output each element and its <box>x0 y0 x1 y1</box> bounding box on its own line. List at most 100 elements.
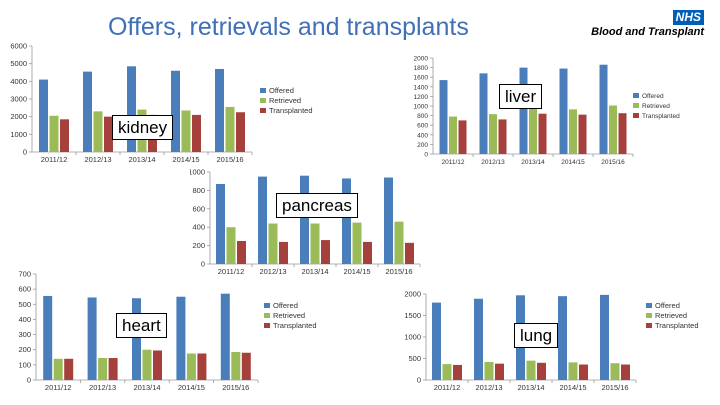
kidney-category-label: 2011/12 <box>41 155 68 164</box>
kidney-bar-offered-2013-14 <box>127 66 136 152</box>
pancreas-y-tick-label: 800 <box>192 186 205 195</box>
liver-y-tick-label: 0 <box>424 152 428 159</box>
lung-legend-swatch-retrieved <box>646 313 652 318</box>
kidney-category-label: 2015/16 <box>216 155 243 164</box>
pancreas-bar-offered-2013-14 <box>300 175 309 264</box>
pancreas-bar-offered-2015-16 <box>384 177 393 264</box>
pancreas-bar-offered-2011-12 <box>216 183 225 264</box>
heart-legend-label-transplanted: Transplanted <box>273 321 317 330</box>
pancreas-bar-transplanted-2013-14 <box>321 240 330 264</box>
kidney-chart: 0 1000 2000 3000 4000 5000 6000 2011/12 2012/13 2… <box>10 42 313 165</box>
liver-bar-transplanted-2014-15 <box>578 114 587 154</box>
kidney-y-tick-label: 2000 <box>10 112 27 121</box>
kidney-y-tick-label: 3000 <box>10 95 27 104</box>
heart-legend-swatch-offered <box>264 303 270 308</box>
heart-callout: heart <box>116 313 167 338</box>
heart-category-label: 2012/13 <box>89 383 116 392</box>
lung-bar-retrieved-2014-15 <box>568 362 578 380</box>
heart-bar-transplanted-2015-16 <box>241 352 251 380</box>
heart-bar-retrieved-2015-16 <box>231 351 241 380</box>
lung-legend-label-offered: Offered <box>655 301 680 310</box>
pancreas-chart: 0 200 400 600 800 1000 2011/12 2012/13 2013/14 20… <box>190 168 421 274</box>
pancreas-bar-transplanted-2015-16 <box>405 242 414 264</box>
liver-legend-swatch-offered <box>633 93 639 98</box>
liver-bar-retrieved-2013-14 <box>529 108 537 154</box>
liver-y-tick-label: 1000 <box>414 104 429 111</box>
lung-legend-swatch-transplanted <box>646 323 652 328</box>
heart-category-label: 2013/14 <box>133 383 160 392</box>
liver-bar-retrieved-2014-15 <box>569 109 577 154</box>
heart-legend-label-retrieved: Retrieved <box>273 311 305 320</box>
heart-bar-transplanted-2014-15 <box>197 353 207 380</box>
kidney-legend-swatch-offered <box>260 88 266 93</box>
heart-bar-transplanted-2012-13 <box>108 358 118 380</box>
liver-category-label: 2012/13 <box>481 159 505 166</box>
kidney-bar-retrieved-2014-15 <box>181 110 191 152</box>
liver-callout: liver <box>499 84 543 109</box>
liver-bar-offered-2012-13 <box>479 73 488 154</box>
kidney-legend-label-transplanted: Transplanted <box>269 106 313 115</box>
heart-bar-retrieved-2011-12 <box>53 358 63 380</box>
kidney-bar-transplanted-2012-13 <box>104 116 113 152</box>
liver-category-label: 2011/12 <box>441 159 464 166</box>
liver-y-tick-label: 1200 <box>414 94 429 101</box>
liver-y-tick-label: 1600 <box>414 75 429 82</box>
kidney-bar-offered-2012-13 <box>83 71 92 152</box>
heart-y-tick-label: 600 <box>18 285 31 294</box>
pancreas-bar-offered-2014-15 <box>342 178 351 264</box>
lung-bar-transplanted-2014-15 <box>579 364 588 380</box>
pancreas-category-label: 2015/16 <box>385 267 412 274</box>
kidney-bar-retrieved-2012-13 <box>93 111 103 152</box>
heart-y-tick-label: 0 <box>27 376 31 385</box>
lung-y-tick-label: 0 <box>417 376 421 385</box>
lung-bar-offered-2011-12 <box>432 302 441 380</box>
pancreas-bar-offered-2012-13 <box>258 176 267 264</box>
pancreas-bar-transplanted-2012-13 <box>279 241 288 264</box>
heart-bar-retrieved-2013-14 <box>142 349 152 380</box>
kidney-y-tick-label: 5000 <box>10 59 27 68</box>
heart-chart: 0 100 200 300 400 500 600 700 2011/12 2012/13 2013… <box>18 270 317 393</box>
lung-category-label: 2013/14 <box>517 383 544 392</box>
kidney-legend-label-offered: Offered <box>269 86 294 95</box>
liver-category-label: 2015/16 <box>601 159 625 166</box>
liver-bar-transplanted-2011-12 <box>458 120 467 154</box>
liver-bar-offered-2011-12 <box>439 80 448 154</box>
liver-y-tick-label: 1800 <box>414 65 429 72</box>
lung-y-tick-label: 1500 <box>404 311 421 320</box>
heart-bar-retrieved-2014-15 <box>186 353 196 380</box>
liver-category-label: 2013/14 <box>521 159 545 166</box>
pancreas-callout: pancreas <box>276 193 358 218</box>
heart-category-label: 2015/16 <box>222 383 249 392</box>
liver-legend-label-offered: Offered <box>642 93 664 100</box>
pancreas-bar-retrieved-2014-15 <box>352 222 362 264</box>
liver-bar-offered-2014-15 <box>559 68 568 154</box>
kidney-legend-label-retrieved: Retrieved <box>269 96 301 105</box>
liver-legend-swatch-retrieved <box>633 103 639 108</box>
liver-legend-label-transplanted: Transplanted <box>642 113 680 120</box>
lung-bar-retrieved-2011-12 <box>442 364 452 380</box>
lung-bar-offered-2012-13 <box>474 298 483 380</box>
lung-bar-retrieved-2013-14 <box>526 360 536 380</box>
liver-bar-transplanted-2013-14 <box>538 113 547 154</box>
liver-bar-transplanted-2015-16 <box>618 113 627 154</box>
heart-bar-offered-2015-16 <box>220 293 230 380</box>
kidney-bar-retrieved-2015-16 <box>225 106 235 152</box>
heart-category-label: 2014/15 <box>178 383 205 392</box>
lung-bar-retrieved-2015-16 <box>610 363 620 380</box>
heart-bar-retrieved-2012-13 <box>98 358 108 380</box>
lung-bar-transplanted-2011-12 <box>453 364 462 380</box>
lung-y-tick-label: 2000 <box>404 290 421 299</box>
kidney-bar-transplanted-2015-16 <box>236 112 245 152</box>
lung-legend-label-transplanted: Transplanted <box>655 321 699 330</box>
kidney-y-tick-label: 6000 <box>10 42 27 51</box>
pancreas-category-label: 2014/15 <box>343 267 370 274</box>
liver-bar-offered-2015-16 <box>599 64 608 154</box>
pancreas-bar-retrieved-2011-12 <box>226 227 236 264</box>
lung-bar-transplanted-2012-13 <box>495 363 504 380</box>
heart-category-label: 2011/12 <box>45 383 72 392</box>
lung-bar-transplanted-2013-14 <box>537 362 546 380</box>
kidney-bar-transplanted-2011-12 <box>60 119 69 152</box>
liver-category-label: 2014/15 <box>561 159 585 166</box>
lung-category-label: 2011/12 <box>434 383 461 392</box>
kidney-y-tick-label: 0 <box>23 148 27 157</box>
